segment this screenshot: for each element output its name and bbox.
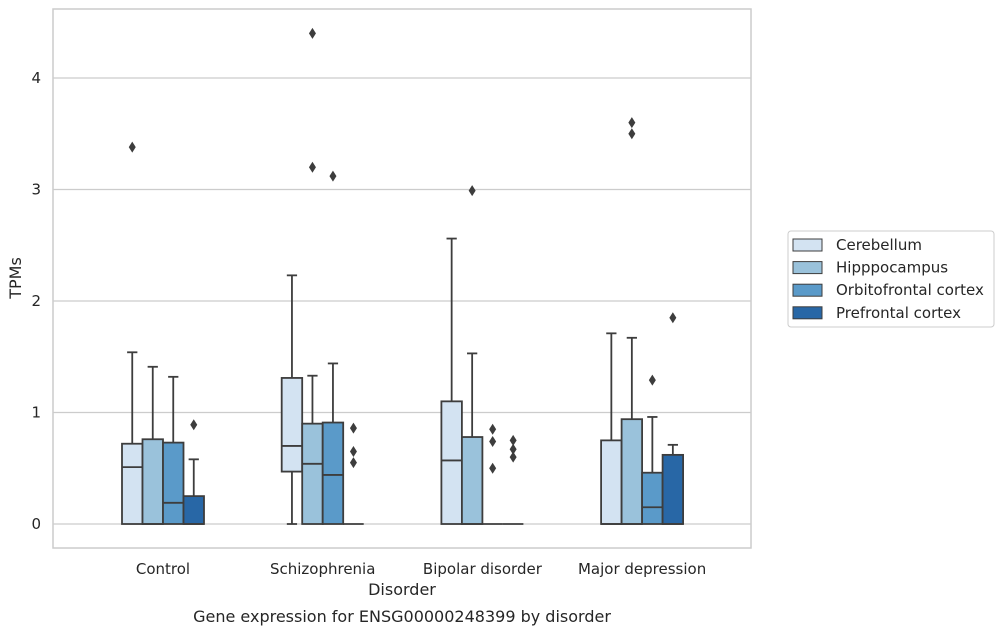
outlier-point <box>468 185 476 197</box>
box-body <box>162 441 185 525</box>
box-body <box>301 422 324 525</box>
outlier-point <box>308 161 316 173</box>
box-body <box>121 442 144 525</box>
y-axis-title: TPMs <box>6 257 25 300</box>
outlier-point <box>628 128 636 140</box>
box <box>440 237 463 525</box>
box <box>661 312 684 525</box>
legend-swatch <box>792 238 823 252</box>
legend-label: Prefrontal cortex <box>836 304 961 322</box>
y-tick-label: 0 <box>31 515 41 533</box>
outlier-point <box>128 141 136 153</box>
y-tick-label: 2 <box>31 292 41 310</box>
box <box>162 375 185 525</box>
outlier-point <box>489 423 497 435</box>
box <box>460 185 484 525</box>
x-tick-labels: Control Schizophrenia Bipolar disorder Majo… <box>136 560 706 578</box>
legend-swatch <box>792 283 823 297</box>
y-tick-label: 3 <box>31 181 41 199</box>
box <box>600 332 623 525</box>
box <box>620 117 643 525</box>
y-tick-label: 1 <box>31 404 41 422</box>
x-tick-label: Control <box>136 560 190 578</box>
outlier-point <box>349 457 357 469</box>
box <box>321 170 345 525</box>
legend-label: Orbitofrontal cortex <box>836 281 984 299</box>
box <box>502 434 524 525</box>
box-body <box>620 418 643 525</box>
legend-frame <box>787 230 995 328</box>
outlier-point <box>489 435 497 447</box>
plot-frame <box>52 8 752 549</box>
outlier-point <box>489 462 497 474</box>
legend-label: Hipppocampus <box>836 259 948 277</box>
x-tick-label: Bipolar disorder <box>423 560 543 578</box>
outlier-point <box>190 419 198 431</box>
x-tick-label: Schizophrenia <box>270 560 375 578</box>
box-body <box>321 421 345 525</box>
box-body <box>440 400 463 525</box>
box-body <box>141 438 164 525</box>
box <box>343 422 364 525</box>
outlier-point <box>509 434 517 446</box>
legend-swatch <box>792 261 823 275</box>
legend: Cerebellum Hipppocampus Orbitofrontal cort… <box>787 230 995 328</box>
outlier-point <box>349 422 357 434</box>
outlier-point <box>349 446 357 458</box>
outlier-point <box>329 170 337 182</box>
x-tick-label: Major depression <box>578 560 706 578</box>
legend-label: Cerebellum <box>836 236 922 254</box>
box-body <box>460 436 484 525</box>
box-series <box>121 27 684 525</box>
chart-caption: Gene expression for ENSG00000248399 by d… <box>193 607 611 626</box>
outlier-point <box>628 117 636 129</box>
outlier-point <box>669 312 677 324</box>
outlier-point <box>648 374 656 386</box>
outlier-point <box>509 443 517 455</box>
y-tick-labels: 0 1 2 3 4 <box>31 69 41 533</box>
box <box>121 141 144 525</box>
box-body <box>661 453 684 525</box>
x-axis-title: Disorder <box>368 580 436 599</box>
box-body <box>600 439 623 525</box>
box-body <box>641 471 664 525</box>
box <box>141 365 164 525</box>
y-tick-label: 4 <box>31 69 41 87</box>
outlier-point <box>308 27 316 39</box>
legend-swatch <box>792 306 823 320</box>
box-body <box>182 495 205 525</box>
box <box>182 419 205 525</box>
outlier-point <box>509 451 517 463</box>
box-body <box>280 377 304 473</box>
box <box>482 423 503 525</box>
